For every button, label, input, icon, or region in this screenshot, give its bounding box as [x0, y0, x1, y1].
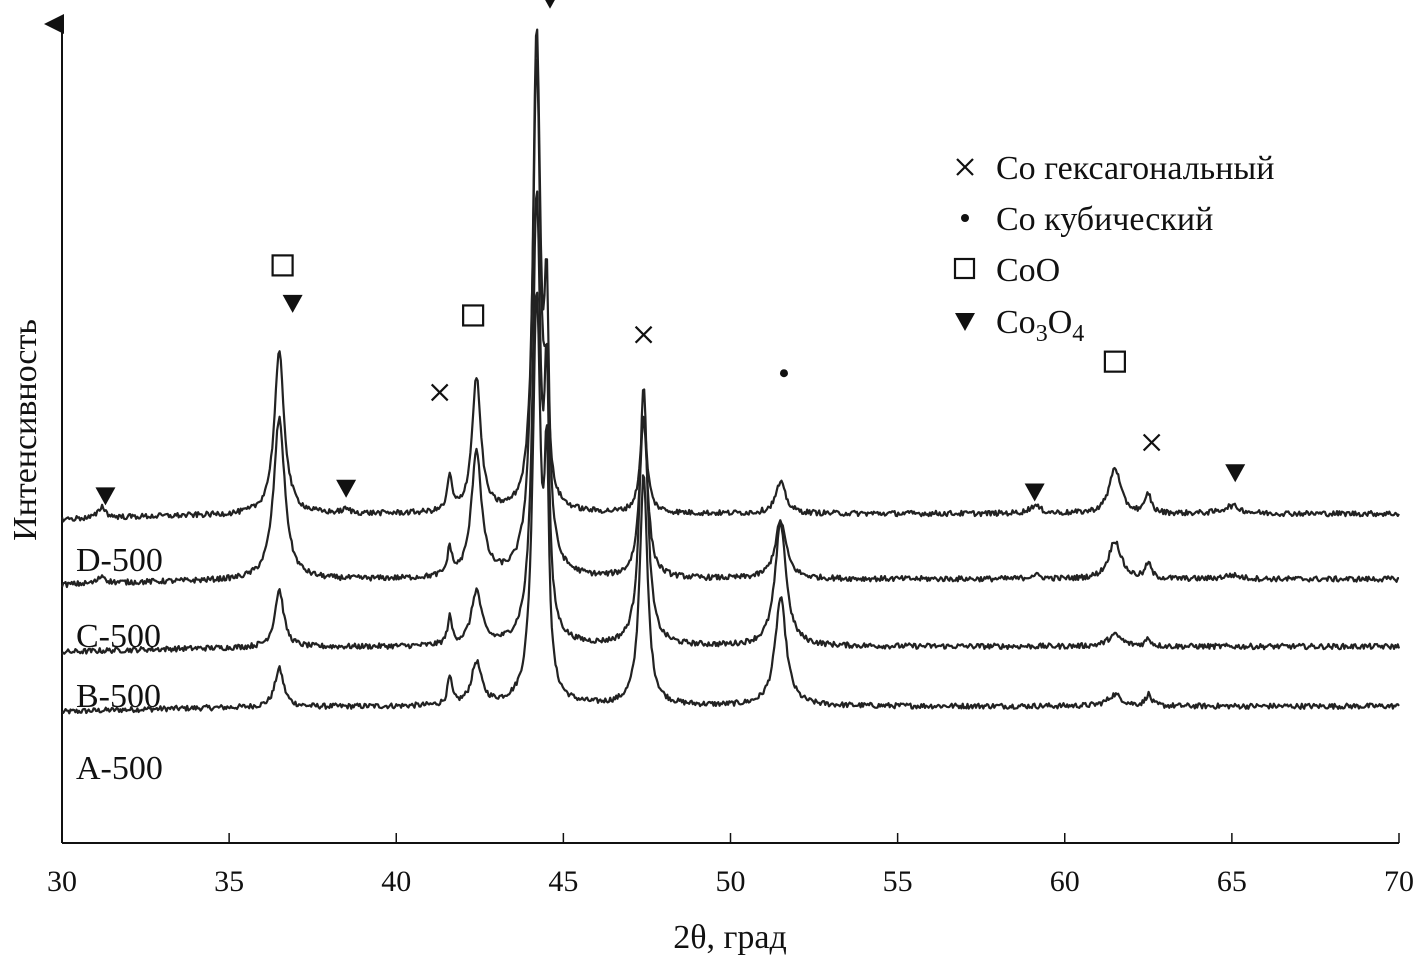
legend-label: Co гексагональный	[996, 150, 1274, 187]
legend-item-co3o4: Co3O4	[955, 304, 1084, 347]
series-labels: A-500 B-500 C-500 D-500	[76, 542, 163, 787]
x-ticks: 30 35 40 45 50 55 60 65 70	[47, 833, 1414, 898]
cross-marker	[430, 383, 449, 402]
series-line-d-500	[60, 58, 1400, 523]
triangle-icon	[955, 313, 975, 331]
x-tick-label: 45	[548, 865, 578, 898]
triangle-marker	[282, 294, 303, 313]
x-tick-label: 50	[716, 865, 746, 898]
triangle-marker	[336, 479, 357, 498]
phase-markers	[95, 0, 1246, 506]
series-label-b-500: B-500	[76, 678, 161, 715]
legend-item-coo: CoO	[953, 252, 1060, 289]
series-line-b-500	[61, 190, 1401, 656]
legend-label: Co кубический	[996, 201, 1213, 238]
x-tick-label: 60	[1050, 865, 1080, 898]
dot-icon	[961, 214, 969, 222]
series-line-a-500	[61, 291, 1400, 715]
cross-marker	[1142, 433, 1161, 452]
y-axis-title: Интенсивность	[7, 319, 44, 541]
triangle-marker	[95, 487, 116, 506]
legend-item-co-hex: Co гексагональный	[956, 150, 1274, 187]
series-label-a-500: A-500	[76, 750, 163, 787]
x-tick-label: 40	[381, 865, 411, 898]
triangle-marker	[1024, 483, 1045, 502]
square-icon	[953, 257, 976, 280]
triangle-marker	[545, 0, 555, 9]
series-label-c-500: C-500	[76, 618, 161, 655]
x-tick-label: 70	[1384, 865, 1414, 898]
square-marker	[1103, 350, 1126, 373]
legend-item-co-cubic: Co кубический	[961, 201, 1213, 238]
square-marker	[462, 304, 485, 327]
dot-marker	[779, 369, 788, 378]
legend-label: CoO	[996, 252, 1060, 289]
legend: Co гексагональный Co кубический CoO Co3O…	[953, 150, 1274, 347]
series-curves	[60, 28, 1401, 715]
x-axis-title: 2θ, град	[673, 919, 787, 956]
x-tick-label: 65	[1217, 865, 1247, 898]
x-tick-label: 30	[47, 865, 77, 898]
series-label-d-500: D-500	[76, 542, 163, 579]
legend-label: Co3O4	[996, 304, 1084, 347]
axes	[44, 14, 1399, 844]
x-tick-label: 55	[883, 865, 913, 898]
series-line-c-500	[60, 28, 1400, 589]
x-tick-label: 35	[214, 865, 244, 898]
cross-icon	[956, 158, 974, 176]
cross-marker	[634, 325, 653, 344]
triangle-marker	[1225, 464, 1246, 483]
square-marker	[271, 254, 294, 277]
